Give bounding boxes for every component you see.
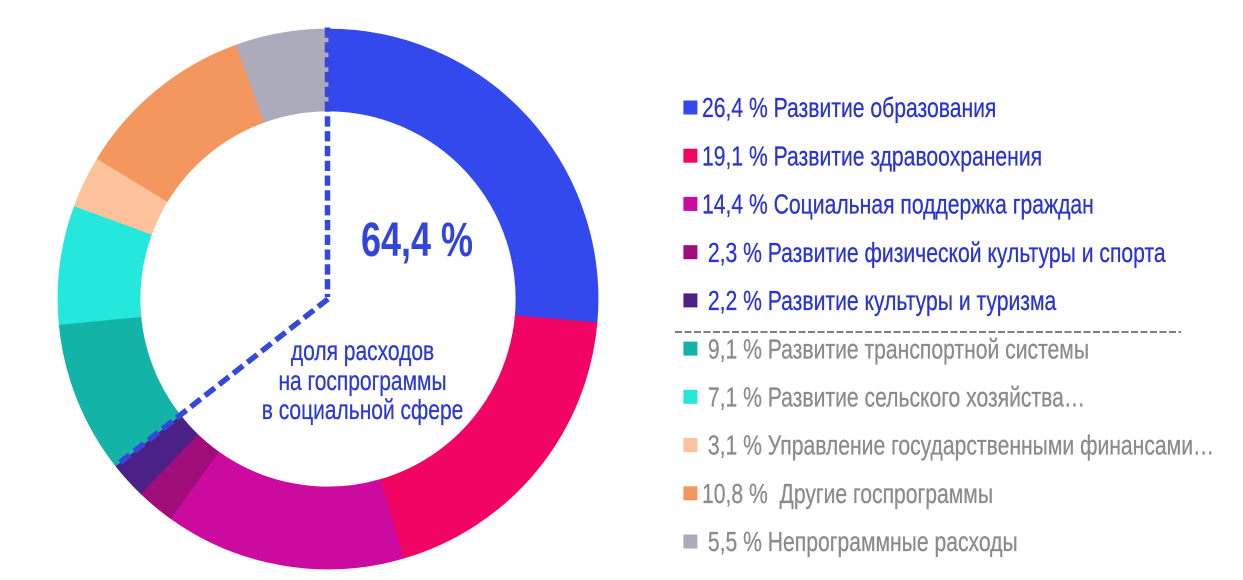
svg-text:10,8 % Другие госпрограммы: 10,8 % Другие госпрограммы: [702, 479, 993, 509]
svg-text:2,3 % Развитие физической куль: 2,3 % Развитие физической культуры и спо…: [702, 238, 1166, 268]
svg-text:5,5 % Непрограммные расходы: 5,5 % Непрограммные расходы: [702, 527, 1018, 557]
svg-text:доля расходов: доля расходов: [291, 336, 434, 367]
svg-text:в социальной сфере: в социальной сфере: [262, 395, 464, 426]
svg-text:3,1 % Управление государственн: 3,1 % Управление государственными финанс…: [702, 431, 1214, 461]
svg-text:на госпрограммы: на госпрограммы: [278, 366, 446, 397]
svg-text:19,1 % Развитие здравоохранени: 19,1 % Развитие здравоохранения: [702, 142, 1042, 172]
svg-text:14,4 % Социальная поддержка гр: 14,4 % Социальная поддержка граждан: [702, 190, 1094, 220]
svg-text:2,2 % Развитие культуры и тури: 2,2 % Развитие культуры и туризма: [702, 286, 1056, 316]
svg-text:7,1 % Развитие сельского хозяй: 7,1 % Развитие сельского хозяйства…: [702, 383, 1085, 413]
svg-text:9,1 % Развитие транспортной си: 9,1 % Развитие транспортной системы: [702, 335, 1089, 365]
svg-text:64,4 %: 64,4 %: [361, 213, 473, 266]
svg-text:26,4 % Развитие образования: 26,4 % Развитие образования: [702, 93, 996, 123]
